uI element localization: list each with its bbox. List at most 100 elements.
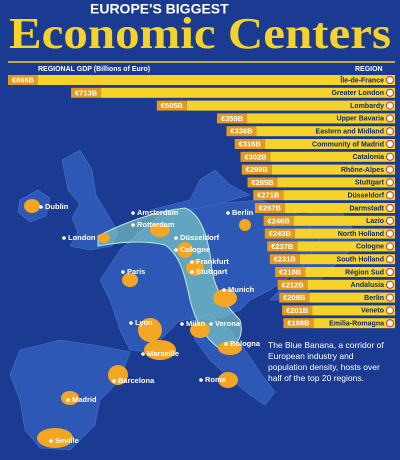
value-label: €713B	[75, 88, 98, 97]
bar	[297, 241, 395, 252]
city-label: Cologne	[180, 245, 210, 254]
value-label: €231B	[274, 255, 297, 264]
value-label: €208B	[283, 293, 306, 302]
city-dot	[174, 248, 178, 252]
bar	[284, 203, 395, 213]
flag	[386, 306, 394, 315]
value-label-box	[263, 215, 294, 226]
city-label: Seville	[55, 436, 79, 445]
city-label: Düsseldorf	[180, 233, 220, 242]
category-label: Community of Madrid	[312, 141, 384, 148]
city-label: Dublin	[45, 202, 69, 211]
flag	[386, 204, 394, 212]
bar	[294, 228, 395, 239]
category-label: Emilia-Romagna	[329, 321, 384, 328]
bar	[312, 305, 395, 316]
city-label: Bologna	[230, 339, 261, 348]
flag	[386, 242, 394, 251]
value-label-box	[247, 177, 278, 188]
bar	[247, 113, 395, 124]
bar	[313, 318, 395, 329]
subtitle: EUROPE'S BIGGEST	[90, 1, 229, 17]
value-label: €285B	[251, 178, 274, 187]
city-dot	[180, 322, 184, 326]
bar	[270, 151, 395, 162]
city-label: Rome	[205, 375, 226, 384]
value-label: €299B	[246, 165, 269, 174]
city-dot	[121, 270, 125, 274]
city-dot	[129, 321, 133, 325]
category-label: Eastern and Midland	[316, 129, 384, 136]
flag	[386, 76, 394, 84]
value-label-box	[279, 292, 310, 303]
city-dot	[131, 223, 135, 227]
city-label: Amsterdam	[137, 208, 179, 217]
category-label: Cologne	[356, 244, 384, 251]
bar	[264, 139, 395, 149]
category-label: Düsseldorf	[347, 193, 384, 200]
city-label: London	[68, 233, 96, 242]
city-dot	[141, 352, 145, 356]
value-label-box	[71, 87, 102, 98]
value-label: €302B	[244, 152, 267, 161]
city-dot	[190, 260, 194, 264]
category-label: Stuttgart	[355, 180, 385, 187]
city-dot	[131, 211, 135, 215]
value-label-box	[269, 254, 300, 265]
flag	[386, 178, 394, 187]
x-axis-label: REGIONAL GDP (Billions of Euro)	[38, 66, 150, 73]
value-label-box	[226, 126, 257, 137]
value-label-box	[277, 279, 308, 290]
value-label-box	[240, 151, 271, 162]
city-dot	[112, 379, 116, 383]
flag	[386, 165, 394, 174]
bar	[256, 126, 395, 137]
category-label: Berlin	[364, 295, 384, 302]
city-label: Barcelona	[118, 376, 155, 385]
city-dot	[209, 322, 213, 326]
chart-title: Economic Centers	[9, 9, 391, 58]
value-label: €201B	[286, 306, 309, 315]
category-label: Lazio	[366, 218, 384, 225]
bar	[101, 87, 395, 98]
value-label: €271B	[257, 191, 280, 200]
flag	[386, 216, 394, 225]
category-label: Île-de-France	[339, 75, 384, 84]
value-label-box	[283, 318, 314, 329]
flag	[386, 268, 394, 276]
flag	[386, 319, 394, 328]
value-label: €866B	[12, 75, 35, 84]
category-label: Rhône-Alpes	[341, 167, 384, 174]
value-label-box	[8, 75, 38, 85]
city-dot	[190, 270, 194, 274]
city-label: Rotterdam	[137, 220, 175, 229]
category-label: Darmstadt	[349, 205, 384, 212]
value-label-box	[234, 139, 265, 149]
flag	[386, 114, 394, 123]
city-label: Paris	[127, 267, 145, 276]
category-label: Andalusia	[351, 282, 385, 289]
bar	[309, 292, 395, 303]
value-label-box	[253, 190, 284, 201]
value-label-box	[282, 305, 313, 316]
value-label-box	[217, 113, 248, 124]
bar	[283, 190, 395, 201]
bar	[307, 279, 395, 290]
city-label: Madrid	[72, 395, 97, 404]
flag	[386, 293, 394, 302]
flag	[386, 140, 394, 148]
city-dot	[66, 398, 70, 402]
bar	[277, 177, 395, 188]
bar	[38, 75, 395, 85]
region-blobs	[24, 199, 251, 448]
flag	[386, 280, 394, 289]
bar	[293, 215, 395, 226]
category-label: Lombardy	[350, 103, 384, 110]
city-label: Frankfurt	[196, 257, 229, 266]
flag	[386, 101, 394, 110]
value-label: €212B	[282, 280, 305, 289]
value-label-box	[267, 241, 298, 252]
value-label: €237B	[271, 242, 294, 251]
